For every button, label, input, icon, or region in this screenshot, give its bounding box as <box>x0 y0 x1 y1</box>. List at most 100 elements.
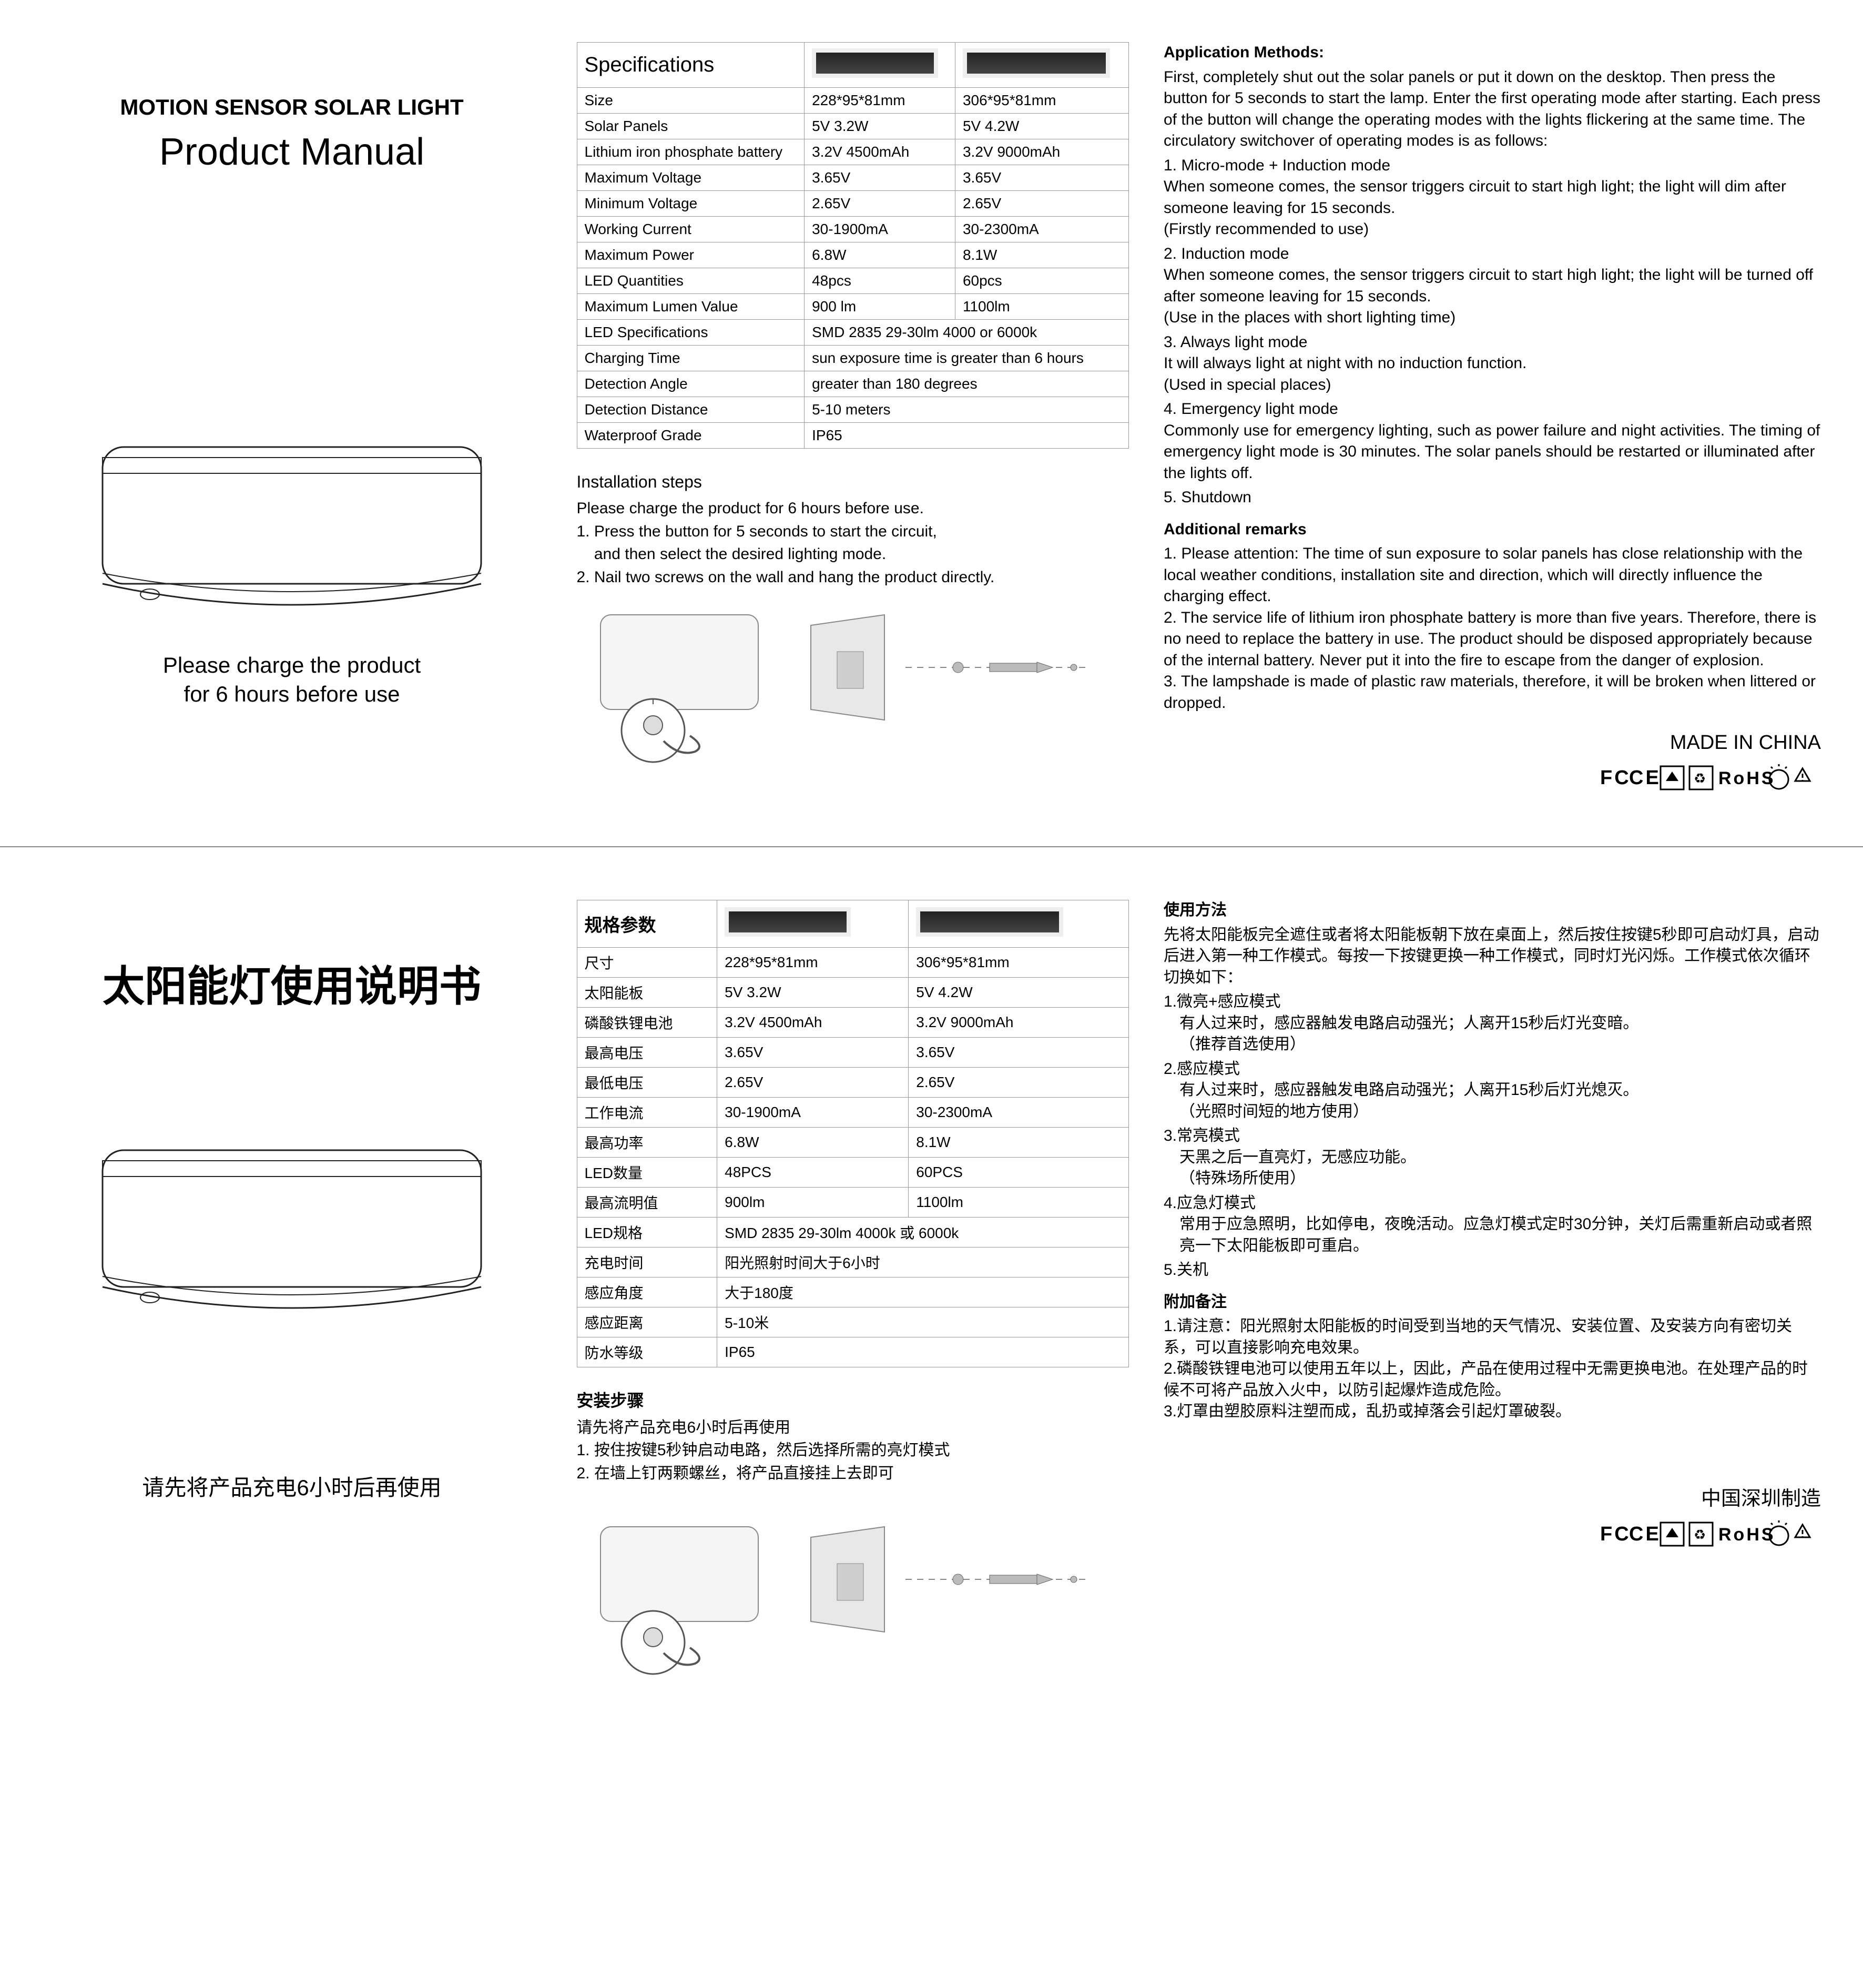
mid-column-cn: 规格参数 尺寸228*95*81mm306*95*81mm太阳能板5V 3.2W… <box>577 889 1129 1691</box>
rem2-cn: 2.磷酸铁锂电池可以使用五年以上，因此，产品在使用过程中无需更换电池。在处理产品… <box>1164 1358 1821 1401</box>
remarks-en: Additional remarks 1. Please attention: … <box>1164 519 1821 714</box>
spec-rows-en: Size228*95*81mm306*95*81mmSolar Panels5V… <box>577 88 1128 320</box>
rem-title-cn: 附加备注 <box>1164 1292 1821 1313</box>
table-row: Charging Timesun exposure time is greate… <box>577 346 1128 371</box>
install-1-en: 1. Press the button for 5 seconds to sta… <box>577 520 1129 543</box>
m1d: When someone comes, the sensor triggers … <box>1164 176 1821 219</box>
spec-val-b: 3.2V 9000mAh <box>955 139 1128 165</box>
spec-label: Detection Distance <box>577 397 805 423</box>
spec-table-en: Specifications Size228*95*81mm306*95*81m… <box>577 42 1129 449</box>
m2d: When someone comes, the sensor triggers … <box>1164 265 1821 307</box>
spec-label: 工作电流 <box>577 1098 717 1128</box>
spec-span-rows-en: LED SpecificationsSMD 2835 29-30lm 4000 … <box>577 320 1128 449</box>
spec-val-a: 3.2V 4500mAh <box>805 139 955 165</box>
table-row: 最高电压3.65V3.65V <box>577 1038 1128 1068</box>
remarks-cn: 附加备注 1.请注意：阳光照射太阳能板的时间受到当地的天气情况、安装位置、及安装… <box>1164 1292 1821 1423</box>
spec-val: IP65 <box>717 1337 1128 1367</box>
table-row: Solar Panels5V 3.2W5V 4.2W <box>577 114 1128 139</box>
spec-val-b: 2.65V <box>955 191 1128 217</box>
install-2-en: 2. Nail two screws on the wall and hang … <box>577 566 1129 589</box>
spec-label: 感应距离 <box>577 1307 717 1337</box>
spec-label: Minimum Voltage <box>577 191 805 217</box>
install-title-en: Installation steps <box>577 470 1129 494</box>
rem3-cn: 3.灯罩由塑胶原料注塑而成，乱扔或掉落会引起灯罩破裂。 <box>1164 1401 1821 1423</box>
spec-val: 5-10米 <box>717 1307 1128 1337</box>
install-diagram-en <box>577 604 1129 773</box>
app-intro-cn: 先将太阳能板完全遮住或者将太阳能板朝下放在桌面上，然后按住按键5秒即可启动灯具，… <box>1164 925 1821 989</box>
cert-row-en: FC CE ♻ RoHS <box>1164 762 1821 794</box>
spec-label: Size <box>577 88 805 114</box>
m3: 3. Always light mode <box>1164 332 1821 353</box>
table-row: 磷酸铁锂电池3.2V 4500mAh3.2V 9000mAh <box>577 1008 1128 1038</box>
spec-val-b: 30-2300mA <box>909 1098 1128 1128</box>
svg-text:♻: ♻ <box>1694 1527 1708 1543</box>
m3d-cn: 天黑之后一直亮灯，无感应功能。 <box>1164 1147 1821 1169</box>
table-row: 工作电流30-1900mA30-2300mA <box>577 1098 1128 1128</box>
product-sketch-cn <box>82 1129 502 1329</box>
m2: 2. Induction mode <box>1164 244 1821 265</box>
spec-val-b: 3.2V 9000mAh <box>909 1008 1128 1038</box>
spec-label: 尺寸 <box>577 948 717 978</box>
table-row: 太阳能板5V 3.2W5V 4.2W <box>577 978 1128 1008</box>
panel-img-b <box>955 43 1128 88</box>
table-row: Maximum Lumen Value900 lm1100lm <box>577 294 1128 320</box>
app-title-cn: 使用方法 <box>1164 900 1821 921</box>
table-row: LED Quantities48pcs60pcs <box>577 268 1128 294</box>
mid-column-en: Specifications Size228*95*81mm306*95*81m… <box>577 32 1129 794</box>
spec-val-b: 5V 4.2W <box>955 114 1128 139</box>
spec-label: Charging Time <box>577 346 805 371</box>
m4: 4. Emergency light mode <box>1164 399 1821 420</box>
install-pre-cn: 请先将产品充电6小时后再使用 <box>577 1416 1129 1439</box>
rem-title-en: Additional remarks <box>1164 519 1821 541</box>
m3n-cn: （特殊场所使用） <box>1164 1168 1821 1190</box>
spec-val-a: 48PCS <box>717 1158 909 1188</box>
m1d-cn: 有人过来时，感应器触发电路启动强光；人离开15秒后灯光变暗。 <box>1164 1013 1821 1034</box>
m5: 5. Shutdown <box>1164 487 1821 509</box>
spec-title-cn: 规格参数 <box>577 900 717 948</box>
table-row: LED数量48PCS60PCS <box>577 1158 1128 1188</box>
install-diagram-cn <box>577 1516 1129 1685</box>
spec-val-b: 3.65V <box>955 165 1128 191</box>
spec-label: Maximum Voltage <box>577 165 805 191</box>
spec-rows-cn: 尺寸228*95*81mm306*95*81mm太阳能板5V 3.2W5V 4.… <box>577 948 1128 1218</box>
app-intro-en: First, completely shut out the solar pan… <box>1164 67 1821 152</box>
right-column-en: Application Methods: First, completely s… <box>1164 32 1821 794</box>
page-english: MOTION SENSOR SOLAR LIGHT Product Manual… <box>0 0 1863 836</box>
spec-val: 阳光照射时间大于6小时 <box>717 1247 1128 1277</box>
app-title-en: Application Methods: <box>1164 42 1821 64</box>
page-divider <box>0 846 1863 847</box>
spec-label: 最低电压 <box>577 1068 717 1098</box>
spec-val: SMD 2835 29-30lm 4000k 或 6000k <box>717 1218 1128 1247</box>
m4-cn: 4.应急灯模式 <box>1164 1193 1821 1214</box>
install-block-en: Installation steps Please charge the pro… <box>577 470 1129 779</box>
svg-text:RoHS: RoHS <box>1718 1525 1776 1545</box>
spec-val-a: 48pcs <box>805 268 955 294</box>
spec-val: IP65 <box>805 423 1128 449</box>
spec-val-a: 228*95*81mm <box>805 88 955 114</box>
spec-table-cn: 规格参数 尺寸228*95*81mm306*95*81mm太阳能板5V 3.2W… <box>577 900 1129 1367</box>
charge-note-l1: Please charge the product <box>42 651 542 680</box>
spec-label: 感应角度 <box>577 1277 717 1307</box>
m3d: It will always light at night with no in… <box>1164 353 1821 374</box>
charge-note-l2: for 6 hours before use <box>42 680 542 709</box>
table-row: Detection Anglegreater than 180 degrees <box>577 371 1128 397</box>
spec-val-b: 8.1W <box>909 1128 1128 1158</box>
spec-val-a: 6.8W <box>717 1128 909 1158</box>
table-row: Minimum Voltage2.65V2.65V <box>577 191 1128 217</box>
right-column-cn: 使用方法 先将太阳能板完全遮住或者将太阳能板朝下放在桌面上，然后按住按键5秒即可… <box>1164 889 1821 1691</box>
m3n: (Used in special places) <box>1164 374 1821 396</box>
svg-text:♻: ♻ <box>1694 770 1708 786</box>
spec-val-a: 5V 3.2W <box>805 114 955 139</box>
spec-val: 大于180度 <box>717 1277 1128 1307</box>
spec-val-b: 30-2300mA <box>955 217 1128 242</box>
panel-img-a <box>805 43 955 88</box>
product-sketch-en <box>82 426 502 626</box>
left-column-cn: 太阳能灯使用说明书 请先将产品充电6小时后再使用 <box>42 889 542 1691</box>
table-row: 感应角度大于180度 <box>577 1277 1128 1307</box>
spec-val-b: 306*95*81mm <box>955 88 1128 114</box>
made-in-en: MADE IN CHINA <box>1164 729 1821 756</box>
svg-text:FC: FC <box>1600 767 1631 789</box>
spec-val-a: 900lm <box>717 1188 909 1218</box>
table-row: Waterproof GradeIP65 <box>577 423 1128 449</box>
spec-val: SMD 2835 29-30lm 4000 or 6000k <box>805 320 1128 346</box>
